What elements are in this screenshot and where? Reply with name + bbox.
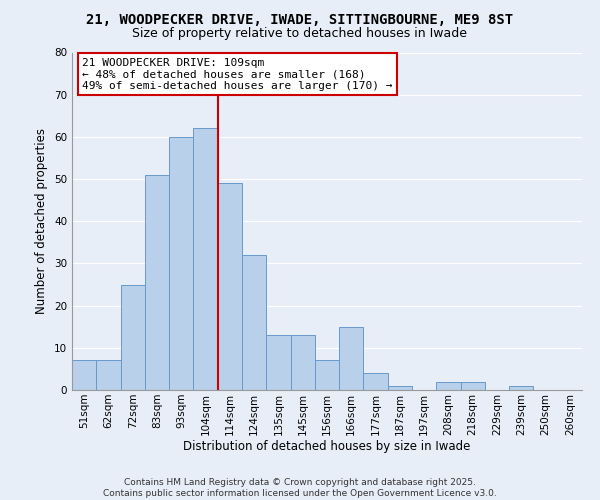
Bar (266, 335, 290, 390)
Text: Size of property relative to detached houses in Iwade: Size of property relative to detached ho… (133, 28, 467, 40)
Bar (218, 184, 242, 390)
Bar (72, 360, 96, 390)
Text: 21, WOODPECKER DRIVE, IWADE, SITTINGBOURNE, ME9 8ST: 21, WOODPECKER DRIVE, IWADE, SITTINGBOUR… (86, 12, 514, 26)
Bar (169, 137, 193, 390)
Bar (315, 360, 339, 390)
Bar (461, 382, 485, 390)
Bar (388, 386, 412, 390)
Text: 21 WOODPECKER DRIVE: 109sqm
← 48% of detached houses are smaller (168)
49% of se: 21 WOODPECKER DRIVE: 109sqm ← 48% of det… (82, 58, 392, 91)
X-axis label: Distribution of detached houses by size in Iwade: Distribution of detached houses by size … (184, 440, 470, 454)
Bar (364, 373, 388, 390)
Y-axis label: Number of detached properties: Number of detached properties (35, 128, 49, 314)
Bar (145, 175, 169, 390)
Text: Contains HM Land Registry data © Crown copyright and database right 2025.
Contai: Contains HM Land Registry data © Crown c… (103, 478, 497, 498)
Bar (193, 128, 218, 390)
Bar (339, 326, 364, 390)
Bar (242, 255, 266, 390)
Bar (121, 284, 145, 390)
Bar (96, 360, 121, 390)
Bar (509, 386, 533, 390)
Bar (290, 335, 315, 390)
Bar (436, 382, 461, 390)
